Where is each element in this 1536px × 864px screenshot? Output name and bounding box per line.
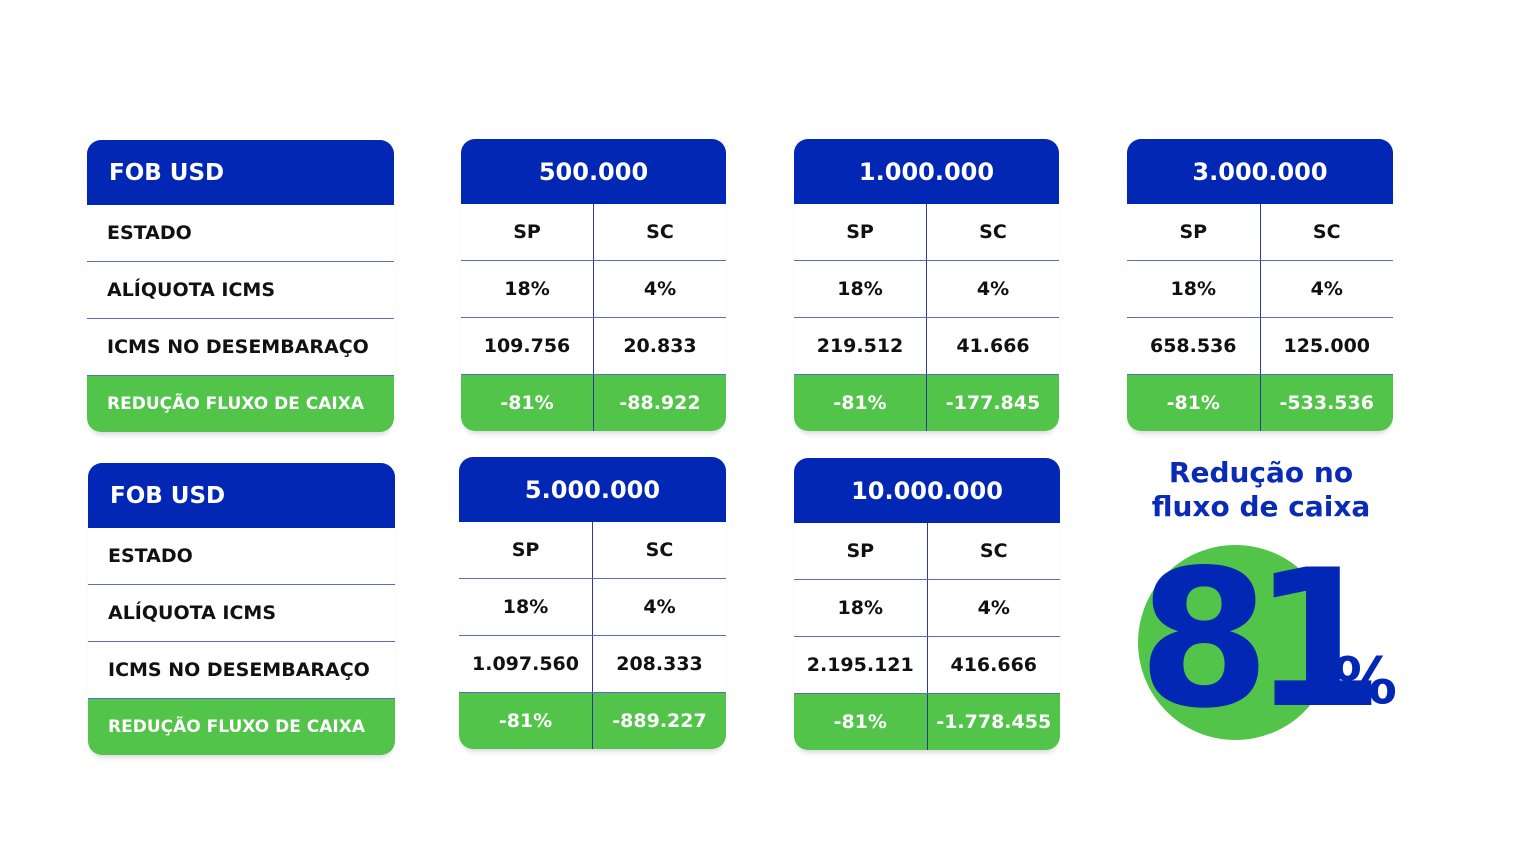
table-10m: 10.000.000 SP SC 18% 4% 2.195.121 416.666 -… [794,458,1060,750]
aliquota-sc: 4% [593,261,726,317]
icms-sc: 41.666 [926,318,1059,374]
aliquota-sc: 4% [926,261,1059,317]
aliquota-sc: 4% [1259,261,1394,317]
fob-value: 3.000.000 [1127,139,1393,204]
green-circle-decoration [1138,545,1333,740]
label-header: FOB USD [87,140,394,205]
label-aliquota: ALÍQUOTA ICMS [87,262,394,319]
label-estado: ESTADO [88,528,395,585]
icms-sc: 20.833 [593,318,726,374]
label-estado: ESTADO [87,205,394,262]
icms-sc: 125.000 [1259,318,1394,374]
fob-value: 500.000 [461,139,726,204]
estado-sc: SC [592,522,726,578]
reducao-pct: -81% [833,711,887,733]
fob-value: 10.000.000 [794,458,1060,523]
label-reducao: REDUÇÃO FLUXO DE CAIXA [87,376,394,432]
aliquota-sp: 18% [502,596,549,618]
estado-sc: SC [1259,204,1394,260]
reducao-pct: -81% [500,392,554,414]
reducao-pct: -81% [1166,392,1220,414]
estado-sp: SP [846,540,875,562]
reducao-pct: -81% [833,392,887,414]
callout-title-line1: Redução no [1168,456,1354,489]
callout-title-line2: fluxo de caixa [1151,490,1371,523]
reducao-value: -88.922 [593,375,726,431]
aliquota-sp: 18% [504,278,550,300]
icms-sp: 219.512 [816,335,904,357]
icms-sp: 109.756 [483,335,571,357]
aliquota-sp: 18% [837,278,883,300]
estado-sc: SC [926,204,1059,260]
estado-sp: SP [513,221,541,243]
icms-sp: 2.195.121 [806,654,914,676]
aliquota-sc: 4% [926,580,1061,636]
icms-sp: 658.536 [1149,335,1237,357]
callout-big-value: 81 [1138,529,1384,750]
aliquota-sc: 4% [592,579,726,635]
label-header: FOB USD [88,463,395,528]
callout-percent-sign: % [1333,645,1398,719]
icms-sc: 208.333 [592,636,726,692]
callout-title: Redução no fluxo de caixa [1130,456,1392,524]
reducao-value: -1.778.455 [926,694,1061,750]
icms-sp: 1.097.560 [472,653,579,675]
label-table-bottom: FOB USD ESTADO ALÍQUOTA ICMS ICMS NO DES… [88,463,395,755]
estado-sp: SP [846,221,874,243]
estado-sc: SC [926,523,1061,579]
table-5m: 5.000.000 SP SC 18% 4% 1.097.560 208.333 -8… [459,457,726,749]
label-reducao: REDUÇÃO FLUXO DE CAIXA [88,699,395,755]
label-aliquota: ALÍQUOTA ICMS [88,585,395,642]
aliquota-sp: 18% [1170,278,1216,300]
aliquota-sp: 18% [837,597,883,619]
fob-value: 1.000.000 [794,139,1059,204]
estado-sp: SP [1179,221,1208,243]
estado-sc: SC [593,204,726,260]
table-3m: 3.000.000 SP SC 18% 4% 658.536 125.000 -81%… [1127,139,1393,431]
label-icms: ICMS NO DESEMBARAÇO [87,319,394,376]
fob-value: 5.000.000 [459,457,726,522]
icms-sc: 416.666 [926,637,1061,693]
table-500k: 500.000 SP SC 18% 4% 109.756 20.833 -81% -88… [461,139,726,431]
reducao-value: -533.536 [1259,375,1394,431]
label-icms: ICMS NO DESEMBARAÇO [88,642,395,699]
reducao-value: -889.227 [592,693,726,749]
reducao-pct: -81% [498,710,553,732]
label-table-top: FOB USD ESTADO ALÍQUOTA ICMS ICMS NO DES… [87,140,394,432]
table-1m: 1.000.000 SP SC 18% 4% 219.512 41.666 -81% -… [794,139,1059,431]
reducao-value: -177.845 [926,375,1059,431]
estado-sp: SP [511,539,540,561]
